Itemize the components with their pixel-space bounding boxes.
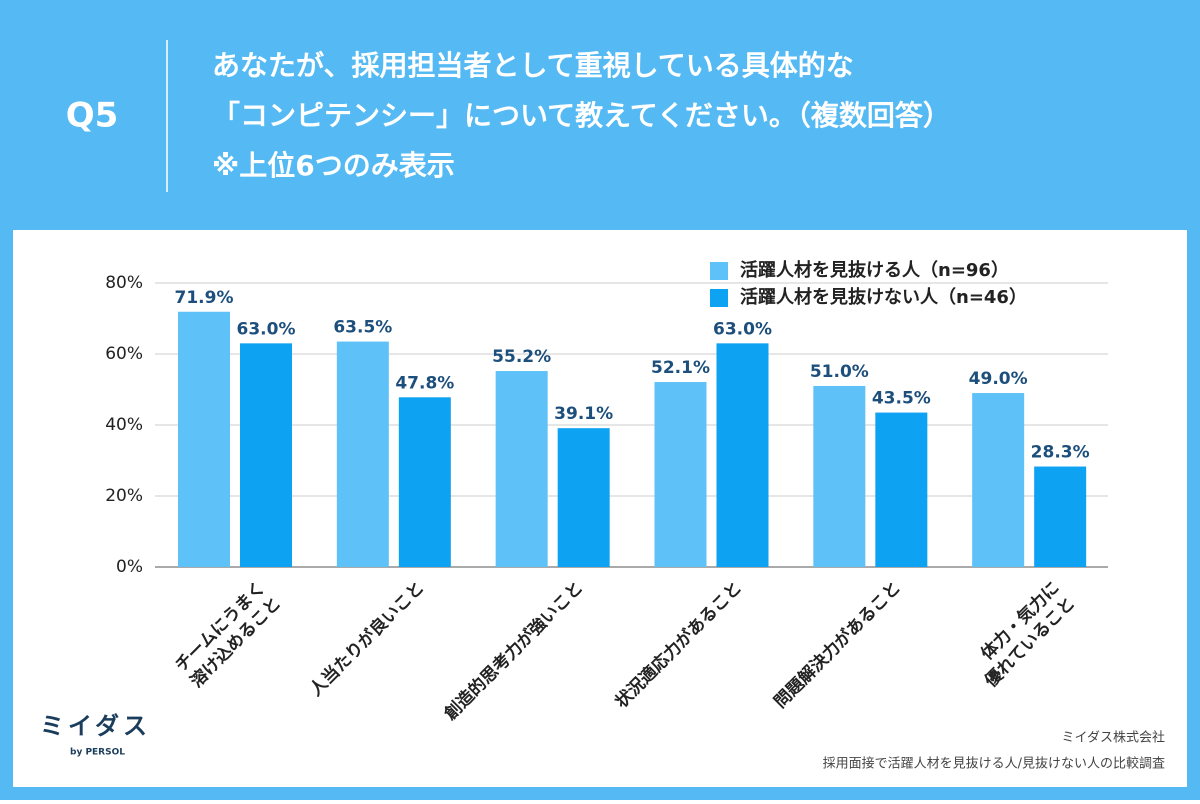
value-label: 52.1%	[651, 358, 710, 378]
y-tick-label: 40%	[105, 415, 143, 435]
bar	[875, 412, 928, 567]
value-label: 63.5%	[333, 318, 392, 338]
survey-name: 採用面接で活躍人材を見抜ける人/見抜けない人の比較調査	[823, 756, 1165, 772]
company: ミイダス株式会社	[1062, 730, 1165, 746]
legend-label: 活躍人材を見抜けない人（n=46）	[740, 286, 1027, 308]
logo: ミイダス	[40, 712, 151, 740]
bar	[178, 311, 230, 567]
bar	[1034, 466, 1087, 567]
title-line: ※上位6つのみ表示	[212, 149, 455, 182]
bar	[557, 428, 610, 567]
legend-swatch	[710, 289, 728, 307]
value-label: 39.1%	[554, 404, 613, 424]
title-line: あなたが、採用担当者として重視している具体的な	[212, 49, 854, 82]
value-label: 63.0%	[237, 319, 296, 339]
legend-label: 活躍人材を見抜ける人（n=96）	[740, 259, 1009, 281]
y-tick-label: 80%	[105, 273, 143, 293]
title-line: 「コンピテンシー」について教えてください。（複数回答）	[212, 99, 951, 132]
value-label: 47.8%	[395, 373, 454, 393]
bar	[654, 382, 707, 567]
value-label: 71.9%	[175, 288, 234, 308]
y-tick-label: 20%	[105, 486, 143, 506]
y-tick-label: 0%	[116, 557, 143, 577]
value-label: 43.5%	[872, 389, 931, 409]
bar	[972, 393, 1025, 567]
value-label: 55.2%	[492, 347, 551, 367]
logo-sub: by PERSOL	[70, 748, 125, 758]
value-label: 28.3%	[1031, 443, 1090, 463]
value-label: 63.0%	[713, 319, 772, 339]
bar	[240, 343, 292, 567]
bar	[495, 371, 548, 567]
bar	[336, 341, 389, 567]
value-label: 51.0%	[810, 362, 869, 382]
y-tick-label: 60%	[105, 344, 143, 364]
question-number: Q5	[66, 96, 119, 136]
bar	[398, 397, 451, 567]
bar	[716, 343, 769, 567]
bar	[813, 385, 866, 567]
legend-swatch	[710, 262, 728, 280]
value-label: 49.0%	[969, 369, 1028, 389]
